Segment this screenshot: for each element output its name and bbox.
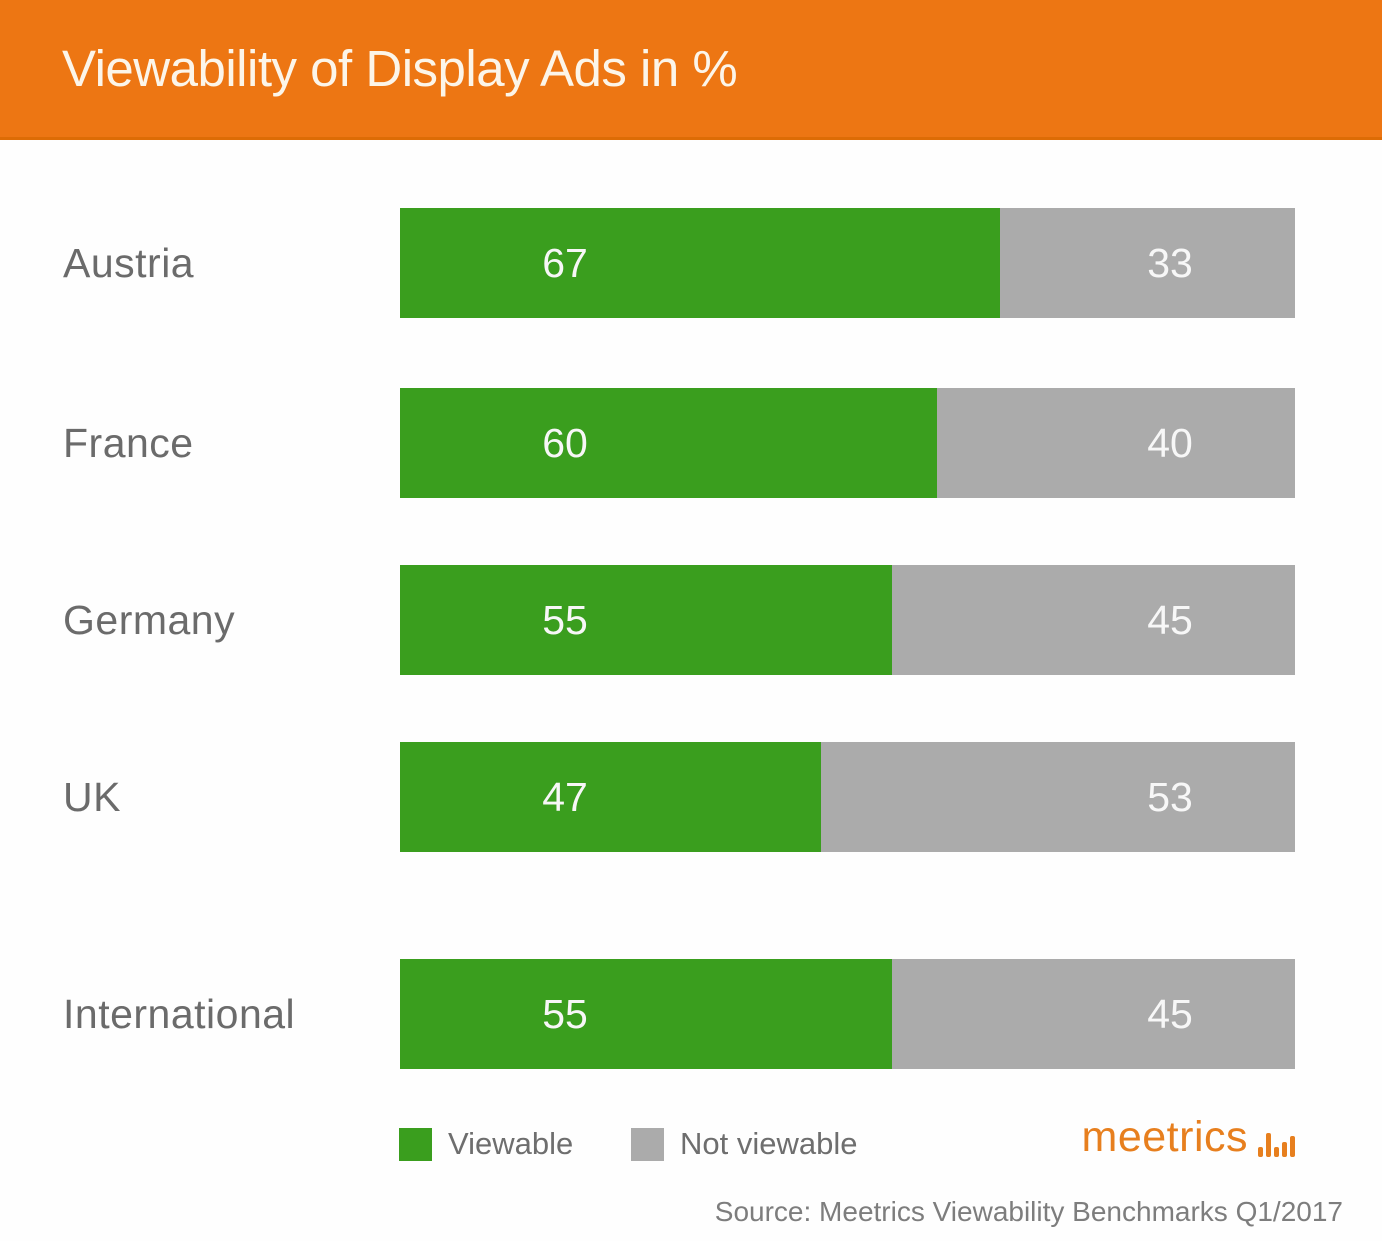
category-label: France [63,419,194,466]
bar-chart-icon [1255,1131,1295,1157]
header: Viewability of Display Ads in % [0,0,1382,140]
not-viewable-value: 40 [1147,419,1193,466]
viewable-segment [400,742,821,852]
viewable-segment [400,208,1000,318]
chart-row: UK 47 53 [0,742,1382,852]
not-viewable-value: 45 [1147,596,1193,643]
viewable-value: 47 [542,773,588,820]
legend-swatch-icon [399,1127,432,1161]
stacked-bar: 55 45 [400,959,1295,1069]
viewable-segment [400,959,893,1069]
page-title: Viewability of Display Ads in % [62,40,738,97]
not-viewable-segment [892,959,1295,1069]
viewable-segment [400,388,937,498]
not-viewable-value: 53 [1147,773,1193,820]
viewable-value: 55 [542,990,588,1037]
meetrics-logo: meetrics [1082,1116,1295,1159]
legend-item: Viewable [399,1126,573,1162]
not-viewable-value: 45 [1147,990,1193,1037]
stacked-bar: 60 40 [400,388,1295,498]
not-viewable-segment [999,208,1295,318]
category-label: International [63,990,296,1037]
legend-label: Not viewable [680,1126,858,1161]
chart-row: France 60 40 [0,388,1382,498]
not-viewable-segment [820,742,1295,852]
legend-label: Viewable [448,1126,574,1161]
stacked-bar: 67 33 [400,208,1295,318]
chart-row: Germany 55 45 [0,565,1382,675]
legend-item: Not viewable [631,1126,857,1162]
viewable-value: 60 [542,419,588,466]
legend-swatch-icon [631,1127,664,1161]
category-label: Germany [63,596,236,643]
stacked-bar: 47 53 [400,742,1295,852]
viewable-value: 55 [542,596,588,643]
not-viewable-value: 33 [1147,239,1193,286]
chart-row: Austria 67 33 [0,208,1382,318]
not-viewable-segment [892,565,1295,675]
category-label: Austria [63,239,195,286]
source-note: Source: Meetrics Viewability Benchmarks … [714,1196,1343,1227]
logo-text: meetrics [1081,1113,1248,1161]
viewable-value: 67 [542,239,588,286]
viewable-segment [400,565,893,675]
legend: Viewable Not viewable [0,1126,1382,1162]
category-label: UK [63,773,121,820]
not-viewable-segment [937,388,1295,498]
stacked-bar: 55 45 [400,565,1295,675]
chart-row: International 55 45 [0,959,1382,1069]
